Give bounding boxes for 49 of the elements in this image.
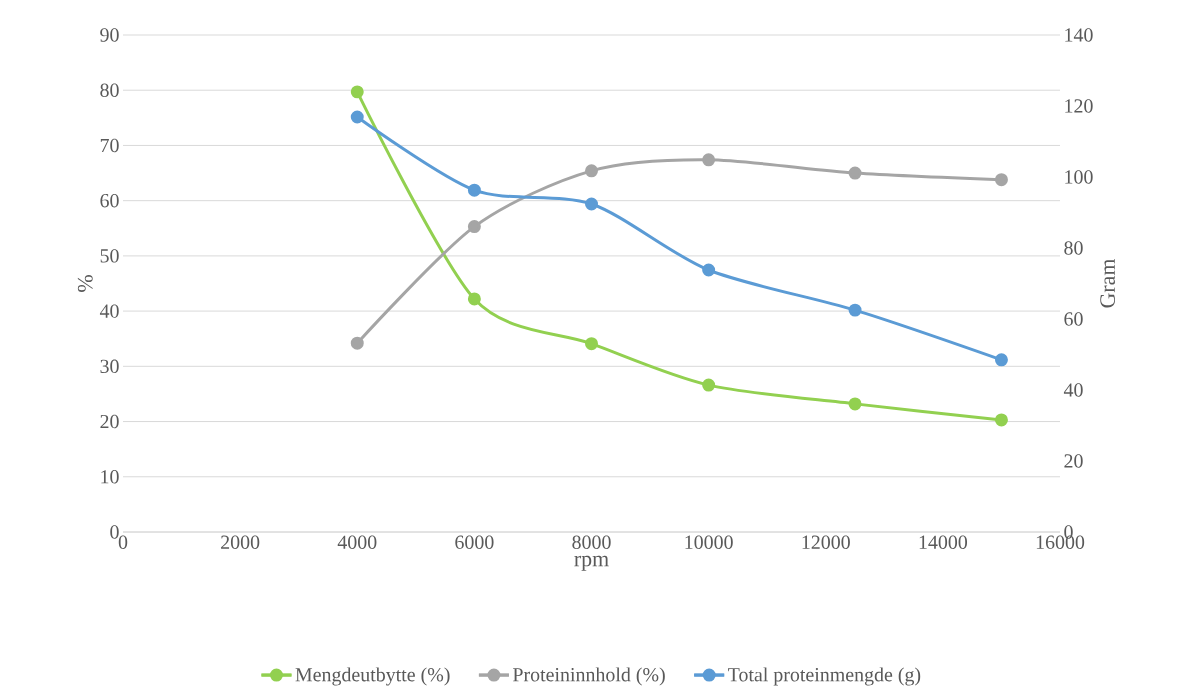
point bbox=[848, 303, 862, 317]
y-tick-label: 50 bbox=[100, 249, 119, 263]
legend-label: Total proteinmengde (g) bbox=[728, 667, 921, 686]
point bbox=[585, 164, 599, 178]
point bbox=[994, 413, 1008, 427]
point bbox=[994, 353, 1008, 367]
x-tick-label: 0 bbox=[118, 535, 128, 549]
y2-tick-label: 80 bbox=[1064, 241, 1083, 255]
point bbox=[467, 183, 481, 197]
x-axis-title: rpm bbox=[574, 555, 609, 571]
y-tick-label: 20 bbox=[100, 414, 119, 429]
y-tick-label: 60 bbox=[100, 193, 119, 208]
y-axis-title: % bbox=[77, 275, 93, 292]
x-tick-label: 12000 bbox=[802, 535, 850, 549]
point bbox=[467, 292, 481, 306]
y2-tick-label: 140 bbox=[1065, 28, 1093, 42]
y-tick-label: 40 bbox=[99, 304, 119, 318]
y2-tick-label: 40 bbox=[1063, 383, 1083, 397]
point bbox=[350, 110, 364, 124]
legend-label: Mengdeutbytte (%) bbox=[295, 667, 450, 686]
point bbox=[702, 378, 716, 392]
y2-axis-title: Gram bbox=[1100, 258, 1115, 308]
x-tick-label: 8000 bbox=[572, 535, 611, 549]
point bbox=[702, 263, 716, 277]
point bbox=[467, 220, 481, 234]
x-tick-label: 14000 bbox=[919, 535, 968, 549]
point bbox=[585, 197, 599, 211]
y-tick-label: 80 bbox=[100, 83, 119, 97]
y2-tick-label: 60 bbox=[1064, 312, 1083, 326]
point bbox=[848, 397, 862, 411]
point bbox=[350, 336, 364, 350]
y-tick-label: 10 bbox=[101, 470, 119, 484]
point bbox=[994, 173, 1008, 187]
y2-tick-label: 120 bbox=[1065, 99, 1093, 113]
x-tick-label: 2000 bbox=[221, 535, 260, 549]
point bbox=[350, 85, 364, 99]
point bbox=[702, 153, 716, 167]
legend-label: Proteininnhold (%) bbox=[512, 667, 665, 686]
point bbox=[848, 166, 862, 180]
x-tick-label: 10000 bbox=[685, 535, 733, 549]
point bbox=[585, 337, 599, 351]
x-tick-label: 4000 bbox=[337, 535, 377, 549]
y2-tick-label: 20 bbox=[1064, 454, 1083, 468]
y-tick-label: 30 bbox=[100, 359, 119, 374]
y-tick-label: 90 bbox=[100, 28, 119, 42]
y-tick-label: 0 bbox=[110, 525, 119, 539]
y-tick-label: 70 bbox=[100, 138, 119, 153]
x-tick-label: 6000 bbox=[455, 535, 494, 549]
y2-tick-label: 100 bbox=[1065, 170, 1093, 184]
